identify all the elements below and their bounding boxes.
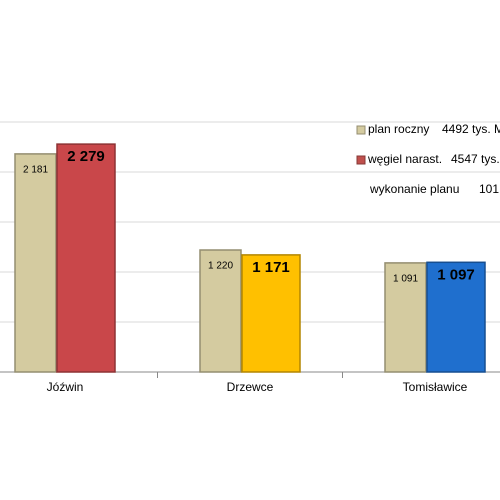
x-tick-label: Tomisławice — [403, 380, 468, 394]
data-label: 2 181 — [23, 165, 48, 176]
bar — [241, 254, 301, 373]
x-tick-label: Jóźwin — [47, 380, 84, 394]
legend-label: węgiel narast. — [367, 152, 442, 166]
legend-label: plan roczny — [368, 122, 429, 136]
bar — [56, 143, 116, 373]
annotation: 101 — [479, 182, 499, 196]
legend-marker — [356, 155, 366, 165]
data-label: 1 097 — [437, 266, 475, 283]
data-label: 1 171 — [252, 259, 290, 276]
bar — [14, 153, 57, 373]
legend-marker — [356, 125, 366, 135]
data-label: 2 279 — [67, 148, 105, 165]
bar — [199, 249, 242, 373]
data-label: 1 091 — [393, 274, 418, 285]
annotation: wykonanie planu — [369, 182, 459, 196]
bar — [384, 262, 427, 373]
x-tick-label: Drzewce — [227, 380, 274, 394]
legend-total: 4492 tys. M — [442, 122, 500, 136]
bar — [426, 261, 486, 373]
legend-total: 4547 tys.M — [451, 152, 500, 166]
data-label: 1 220 — [208, 261, 233, 272]
